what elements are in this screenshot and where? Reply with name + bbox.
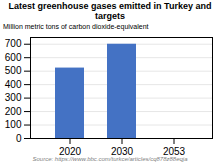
svg-text:500: 500	[5, 65, 22, 76]
svg-text:200: 200	[5, 106, 22, 117]
svg-text:2030: 2030	[111, 146, 134, 156]
svg-text:100: 100	[5, 119, 22, 130]
svg-text:300: 300	[5, 92, 22, 103]
html-text:Source: https://www.bbc.com/tu: Source: https://www.bbc.com/turkce/artic…	[32, 156, 188, 163]
svg-text:700: 700	[5, 39, 22, 50]
svg-text:2053: 2053	[163, 146, 186, 156]
html-text:Million metric tons of carbon: Million metric tons of carbon dioxide-eq…	[3, 22, 149, 30]
svg-text:0: 0	[16, 133, 22, 144]
svg-text:400: 400	[5, 79, 22, 90]
html-text:Latest greenhouse gases emitte: Latest greenhouse gases emitted in Turke…	[8, 1, 212, 22]
svg-text:600: 600	[5, 52, 22, 63]
svg-text:2020: 2020	[59, 146, 82, 156]
